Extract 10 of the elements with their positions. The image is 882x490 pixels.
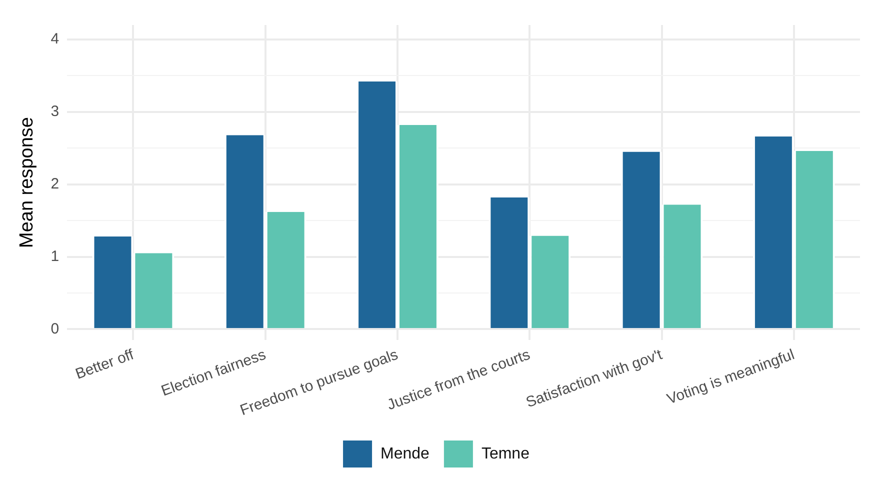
y-tick-label: 1	[50, 248, 60, 265]
y-tick-label: 0	[50, 320, 60, 338]
y-tick-label: 2	[50, 175, 60, 192]
y-tick-label: 3	[50, 103, 60, 120]
y-axis-title: Mean response	[16, 117, 38, 248]
x-tick-label: Election fairness	[159, 346, 268, 400]
y-tick-label: 4	[50, 30, 60, 48]
legend-label: Mende	[380, 445, 430, 462]
legend-label: Temne	[481, 445, 530, 462]
x-tick-label: Better off	[73, 346, 137, 383]
